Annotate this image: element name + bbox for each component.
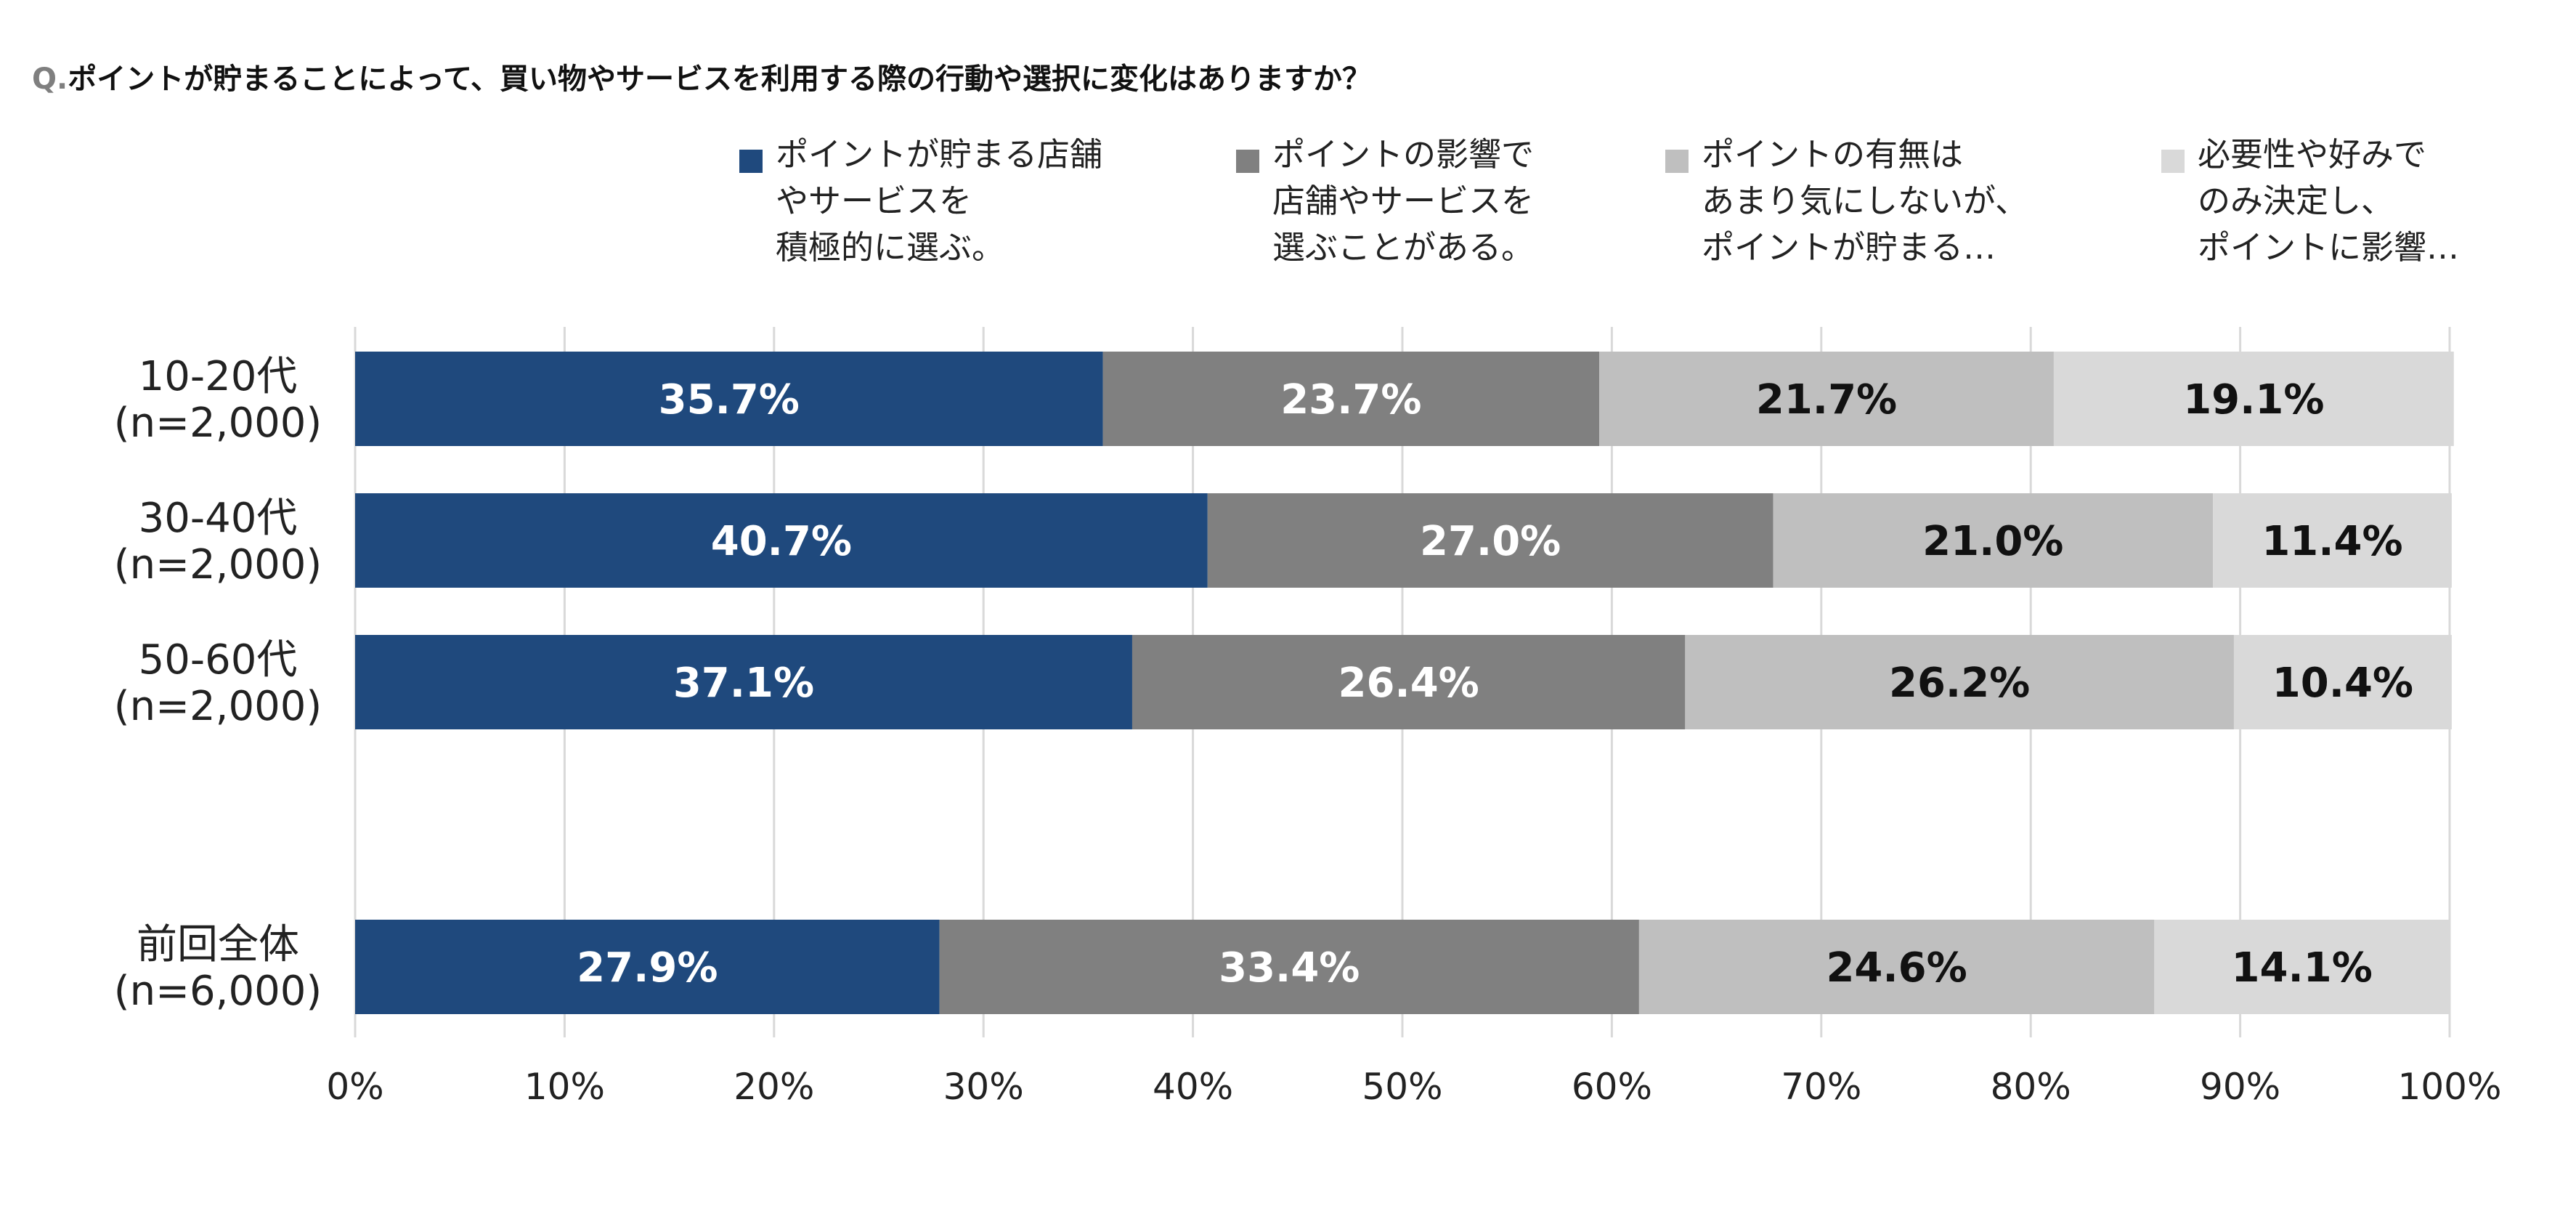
- legend-swatch-3: [2161, 150, 2185, 173]
- x-tick-label-10: 100%: [2398, 1066, 2502, 1108]
- category-label-0: 10-20代(n=2,000): [114, 353, 322, 447]
- legend-entry-0: ポイントが貯まる店舗やサービスを積極的に選ぶ。: [776, 135, 1102, 267]
- legend-entry-line: ポイントに影響…: [2198, 228, 2459, 267]
- legend-entry-line: ポイントの影響で: [1272, 135, 1534, 174]
- x-tick-label-3: 30%: [943, 1066, 1024, 1108]
- data-label-1-1: 27.0%: [1420, 518, 1561, 565]
- legend-entry-line: あまり気にしないが、: [1702, 182, 2028, 220]
- x-tick-label-6: 60%: [1572, 1066, 1652, 1108]
- legend-swatch-1: [1236, 150, 1259, 173]
- bar-segment-0-3: [2053, 352, 2454, 446]
- legend-entry-line: のみ決定し、: [2198, 182, 2394, 220]
- chart-title: Q.ポイントが貯まることによって、買い物やサービスを利用する際の行動や選択に変化…: [32, 62, 1371, 96]
- category-label-line: (n=2,000): [114, 541, 322, 588]
- legend-entry-line: 必要性や好みで: [2198, 135, 2426, 174]
- data-label-1-3: 11.4%: [2262, 518, 2402, 565]
- bar-segment-1-3: [2213, 493, 2452, 588]
- category-labels: 10-20代(n=2,000)30-40代(n=2,000)50-60代(n=2…: [114, 353, 322, 1015]
- category-label-line: 50-60代: [139, 636, 298, 684]
- category-label-line: (n=2,000): [114, 400, 322, 447]
- bar-segment-2-2: [1685, 635, 2234, 729]
- data-label-3-2: 24.6%: [1826, 944, 1967, 992]
- legend-entry-3: 必要性や好みでのみ決定し、ポイントに影響…: [2198, 135, 2459, 267]
- x-tick-label-1: 10%: [524, 1066, 605, 1108]
- bar-segment-3-3: [2154, 920, 2450, 1014]
- category-label-line: (n=2,000): [114, 683, 322, 730]
- data-label-0-3: 19.1%: [2183, 376, 2324, 424]
- category-label-line: 前回全体: [137, 921, 299, 968]
- chart-title-text: ポイントが貯まることによって、買い物やサービスを利用する際の行動や選択に変化はあ…: [68, 62, 1371, 96]
- category-label-line: 10-20代: [139, 353, 298, 400]
- bar-segment-0-2: [1599, 352, 2054, 446]
- bars: 35.7% 23.7% 21.7% 19.1% 40.7% 27.0% 21.0% 11.4%…: [355, 352, 2454, 1014]
- legend-swatch-2: [1665, 150, 1689, 173]
- legend-entry-line: 選ぶことがある。: [1272, 228, 1534, 267]
- x-tick-label-7: 70%: [1781, 1066, 1861, 1108]
- x-tick-label-0: 0%: [326, 1066, 383, 1108]
- bar-segment-1-1: [1207, 493, 1773, 588]
- x-tick-label-4: 40%: [1153, 1066, 1233, 1108]
- bar-segment-2-0: [355, 635, 1132, 729]
- x-axis-tick-labels: 0% 10% 20% 30% 40% 50% 60% 70% 80% 90% 100%: [326, 1066, 2501, 1108]
- category-label-line: (n=6,000): [114, 968, 322, 1015]
- data-label-2-1: 26.4%: [1338, 660, 1479, 707]
- legend-entry-1: ポイントの影響で店舗やサービスを選ぶことがある。: [1272, 135, 1534, 267]
- data-label-1-2: 21.0%: [1922, 518, 2063, 565]
- bar-segment-1-2: [1773, 493, 2214, 588]
- data-label-1-0: 40.7%: [711, 518, 852, 565]
- category-label-2: 50-60代(n=2,000): [114, 636, 322, 730]
- legend-entry-line: 店舗やサービスを: [1272, 182, 1534, 220]
- data-label-0-1: 23.7%: [1280, 376, 1421, 424]
- legend-entry-line: 積極的に選ぶ。: [776, 228, 1004, 267]
- data-label-2-3: 10.4%: [2272, 660, 2413, 707]
- chart-title-prefix: Q.: [32, 62, 68, 96]
- bar-segment-2-1: [1131, 635, 1686, 729]
- bar-segment-0-0: [355, 352, 1103, 446]
- legend-entry-line: ポイントが貯まる…: [1702, 228, 1996, 267]
- category-label-1: 30-40代(n=2,000): [114, 495, 322, 588]
- legend-entry-2: ポイントの有無はあまり気にしないが、ポイントが貯まる…: [1702, 135, 2028, 267]
- legend-entry-line: やサービスを: [776, 182, 972, 220]
- data-label-3-3: 14.1%: [2232, 944, 2373, 992]
- bar-segment-3-0: [355, 920, 940, 1014]
- bar-segment-3-1: [939, 920, 1639, 1014]
- bar-segment-2-3: [2233, 635, 2452, 729]
- x-tick-label-9: 90%: [2200, 1066, 2280, 1108]
- bar-segment-1-0: [355, 493, 1208, 588]
- legend: ポイントが貯まる店舗やサービスを積極的に選ぶ。 ポイントの影響で店舗やサービスを選…: [739, 135, 2459, 267]
- legend-swatch-0: [739, 150, 763, 173]
- bar-segment-3-2: [1638, 920, 2155, 1014]
- data-label-3-1: 33.4%: [1219, 944, 1360, 992]
- legend-entry-line: ポイントが貯まる店舗: [776, 135, 1102, 174]
- data-label-3-0: 27.9%: [577, 944, 718, 992]
- x-tick-label-5: 50%: [1362, 1066, 1442, 1108]
- x-tick-label-2: 20%: [734, 1066, 814, 1108]
- category-label-line: 30-40代: [139, 495, 298, 542]
- bar-segment-0-1: [1102, 352, 1600, 446]
- x-tick-label-8: 80%: [1991, 1066, 2071, 1108]
- category-label-3: 前回全体(n=6,000): [114, 921, 322, 1015]
- legend-entry-line: ポイントの有無は: [1702, 135, 1963, 174]
- data-label-2-0: 37.1%: [673, 660, 814, 707]
- data-label-0-0: 35.7%: [659, 376, 800, 424]
- data-label-0-2: 21.7%: [1756, 376, 1897, 424]
- data-label-2-2: 26.2%: [1889, 660, 2030, 707]
